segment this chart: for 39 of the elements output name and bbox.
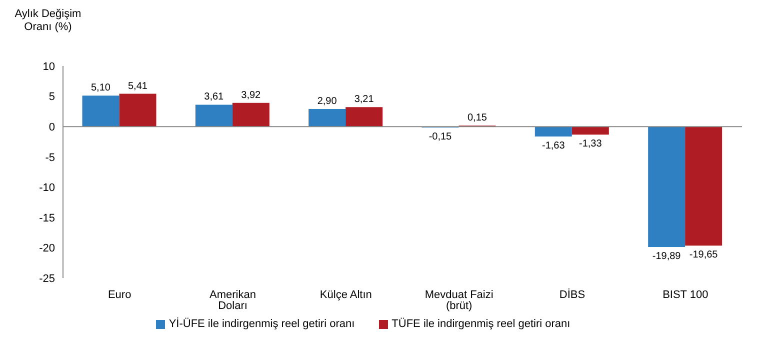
data-label: 3,21: [354, 94, 374, 106]
data-label: 5,41: [128, 80, 148, 92]
data-label: -1,33: [579, 138, 602, 150]
bar: [534, 126, 572, 136]
data-label: 0,15: [468, 112, 488, 124]
bar: [232, 102, 270, 127]
y-tick-label: -10: [39, 182, 55, 194]
data-label: -19,89: [652, 251, 682, 262]
x-tick-label: DİBS: [559, 288, 586, 301]
y-axis-title: Aylık Değişim Oranı (%): [14, 8, 82, 34]
y-tick-label: -25: [39, 272, 55, 285]
data-label: 3,61: [204, 92, 224, 103]
y-tick-label: 0: [48, 121, 55, 134]
data-label: -0,15: [428, 131, 452, 142]
bar: [572, 126, 609, 135]
y-tick-label: 10: [42, 60, 55, 73]
bar: [346, 107, 383, 127]
y-tick-label: -20: [39, 242, 55, 255]
data-label: 3,92: [241, 90, 262, 101]
data-label: 2,90: [317, 96, 338, 108]
bar: [685, 126, 722, 246]
bar: [648, 126, 686, 248]
x-tick-label: Euro: [108, 288, 132, 301]
data-label: -1,63: [542, 140, 566, 152]
bar: [308, 109, 346, 127]
x-tick-label: Mevduat Faizi (brüt): [424, 288, 494, 312]
y-tick-label: -5: [45, 152, 55, 164]
y-tick-label: -15: [39, 212, 55, 224]
x-tick-label: Amerikan Doları: [210, 288, 256, 312]
x-tick-label: Külçe Altın: [320, 288, 372, 301]
bar: [82, 96, 120, 127]
data-label: -19,65: [689, 250, 718, 261]
legend-label: Yİ-ÜFE ile indirgenmiş reel getiri oranı: [168, 318, 355, 330]
bar: [119, 94, 156, 127]
x-tick-label: BIST 100: [662, 288, 708, 301]
data-label: 5,10: [91, 82, 111, 94]
legend-label: TÜFE ile indirgenmiş reel getiri oranı: [392, 318, 570, 330]
bar: [195, 104, 232, 127]
y-tick-label: 5: [48, 91, 55, 104]
